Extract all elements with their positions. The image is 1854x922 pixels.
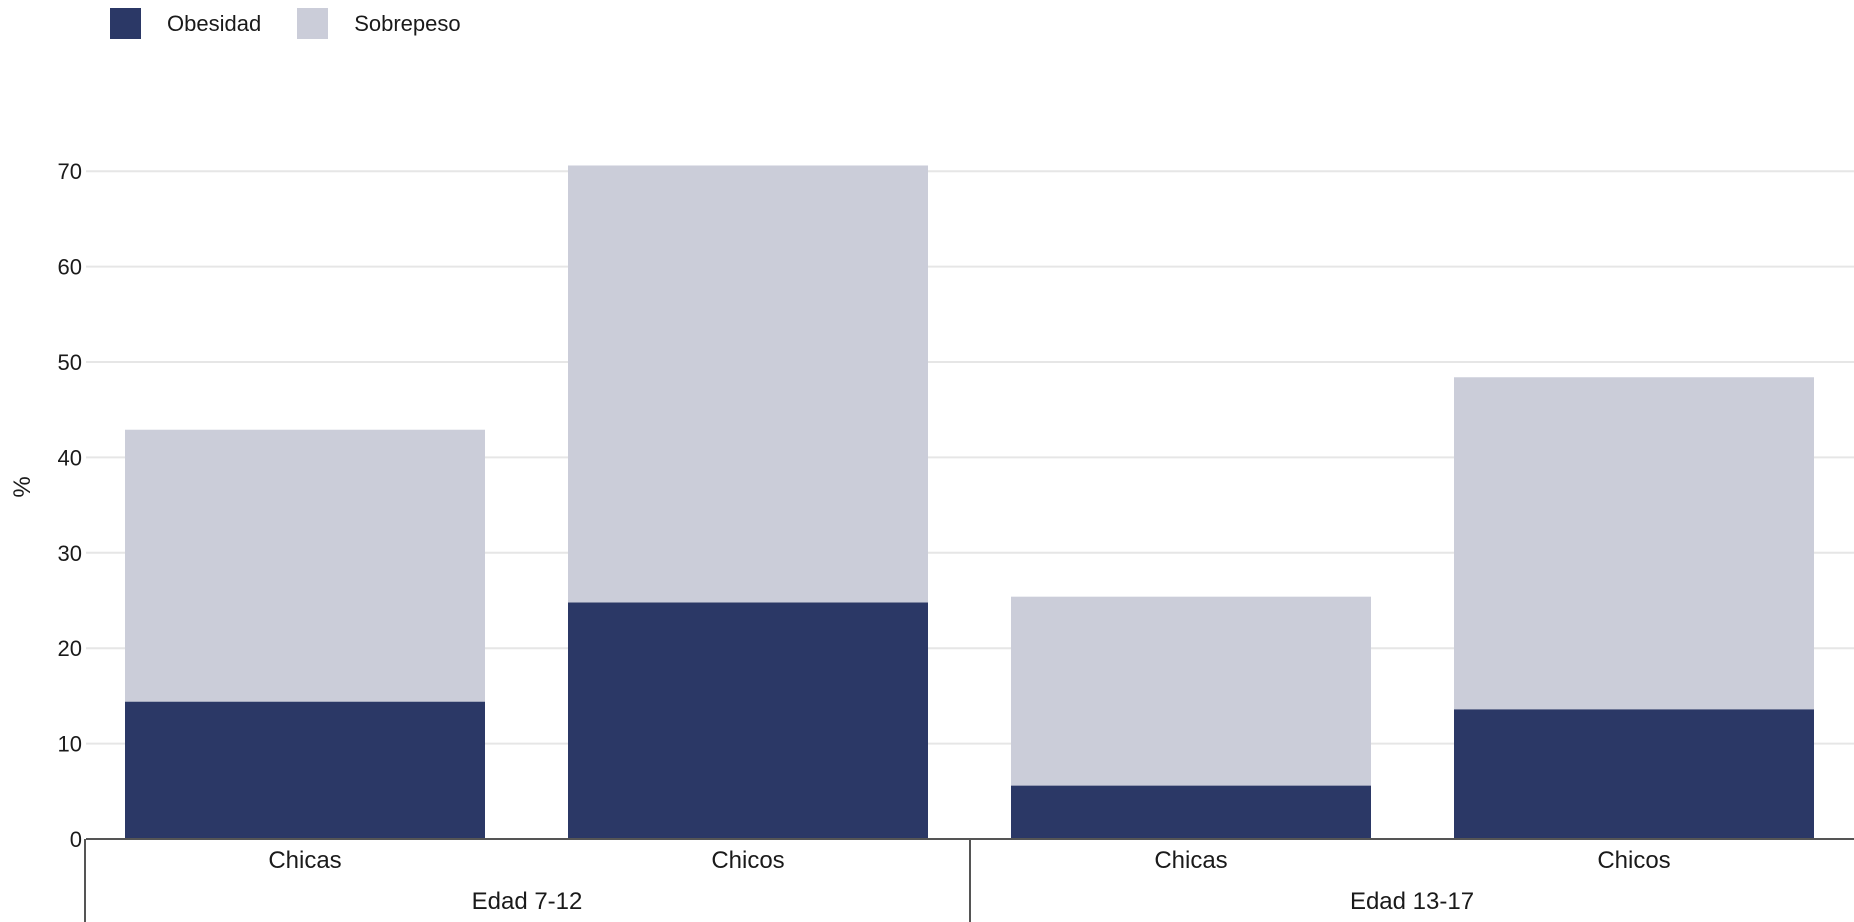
- legend-label-obesidad: Obesidad: [167, 10, 262, 36]
- bar-sobrepeso-1[interactable]: [568, 165, 928, 603]
- y-tick-label: 0: [70, 827, 82, 852]
- bar-obesidad-1[interactable]: [568, 602, 928, 839]
- y-axis-label: %: [9, 476, 36, 497]
- legend-swatch-sobrepeso: [297, 8, 329, 39]
- x-category-label: Chicos: [1597, 847, 1670, 874]
- labels: 0 10 20 30 40 50 60 70 Chicas Chicos Chicas Chicos E…: [58, 159, 1671, 915]
- legend-item-obesidad[interactable]: Obesidad: [110, 8, 261, 39]
- y-tick-label: 70: [58, 159, 82, 184]
- y-tick-label: 10: [58, 732, 82, 757]
- axes: [84, 838, 1854, 922]
- y-tick-label: 30: [58, 541, 82, 566]
- bars: [125, 165, 1814, 839]
- bar-obesidad-2[interactable]: [1011, 785, 1371, 839]
- x-group-label: Edad 7-12: [472, 888, 583, 915]
- bar-sobrepeso-2[interactable]: [1011, 596, 1371, 786]
- legend-swatch-obesidad: [110, 8, 141, 39]
- x-category-label: Chicas: [1154, 847, 1227, 874]
- legend: Obesidad Sobrepeso: [110, 8, 497, 39]
- bar-obesidad-0[interactable]: [125, 701, 485, 839]
- y-tick-label: 40: [58, 445, 82, 470]
- y-tick-label: 60: [58, 255, 82, 280]
- bar-sobrepeso-3[interactable]: [1454, 377, 1814, 710]
- y-tick-label: 50: [58, 350, 82, 375]
- x-category-label: Chicos: [711, 847, 784, 874]
- bar-obesidad-3[interactable]: [1454, 709, 1814, 839]
- legend-label-sobrepeso: Sobrepeso: [354, 10, 461, 36]
- bar-sobrepeso-0[interactable]: [125, 429, 485, 702]
- x-category-label: Chicas: [268, 847, 341, 874]
- y-tick-label: 20: [58, 636, 82, 661]
- legend-item-sobrepeso[interactable]: Sobrepeso: [297, 8, 461, 39]
- x-group-label: Edad 13-17: [1350, 888, 1474, 915]
